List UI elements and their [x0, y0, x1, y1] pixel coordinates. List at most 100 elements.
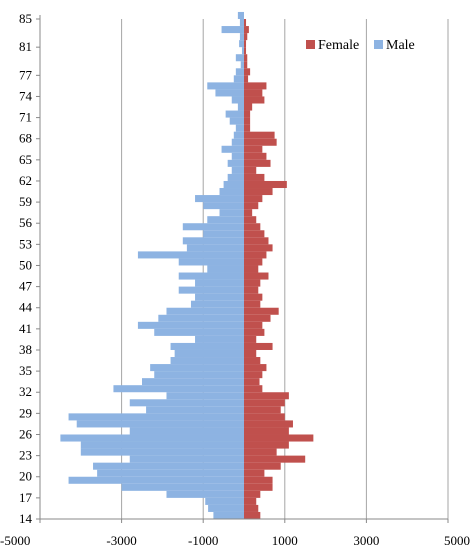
male-bar-age-80 — [241, 47, 244, 55]
female-bar-age-61 — [244, 180, 287, 189]
male-bar-age-14 — [213, 511, 244, 519]
male-bar-age-63 — [231, 166, 244, 174]
y-tick-label-77: 77 — [19, 67, 33, 82]
female-bar-age-25 — [244, 434, 314, 442]
female-bar-age-44 — [244, 300, 261, 308]
female-bar-age-18 — [244, 483, 273, 491]
female-bar-age-63 — [244, 166, 257, 174]
male-bar-age-56 — [207, 216, 244, 224]
male-bar-age-76 — [233, 75, 244, 83]
female-bar-age-46 — [244, 286, 259, 294]
female-bar-age-76 — [244, 75, 249, 83]
y-tick-label-74: 74 — [19, 88, 33, 103]
male-bar-age-75 — [207, 82, 244, 90]
y-tick-label-85: 85 — [19, 11, 32, 26]
female-bar-age-59 — [244, 195, 263, 203]
x-tick-labels: -5000 -3000 -1000 1000 3000 5000 — [0, 519, 470, 548]
female-bar-age-19 — [244, 476, 273, 484]
male-bar-age-28 — [68, 413, 244, 421]
female-bar-age-75 — [244, 82, 267, 90]
male-bar-age-59 — [195, 195, 244, 203]
male-bar-age-51 — [137, 251, 244, 259]
y-tick-label-44: 44 — [19, 300, 33, 315]
male-bar-age-23 — [80, 448, 244, 456]
female-bar-age-49 — [244, 265, 259, 273]
female-bar-age-32 — [244, 385, 263, 393]
female-bar-age-36 — [244, 357, 261, 365]
female-bar-age-34 — [244, 371, 263, 379]
y-tick-label-53: 53 — [19, 236, 32, 251]
legend: Female Male — [306, 38, 415, 53]
female-bar-age-81 — [244, 40, 247, 48]
x-tick-label--3000: -3000 — [106, 533, 136, 548]
female-bars — [244, 19, 314, 519]
y-tick-label-68: 68 — [19, 131, 32, 146]
female-bar-age-20 — [244, 469, 265, 477]
male-bar-age-15 — [208, 504, 244, 512]
male-bar-age-21 — [93, 462, 244, 470]
female-bar-age-45 — [244, 293, 263, 301]
female-bar-age-15 — [244, 504, 259, 512]
female-bar-age-43 — [244, 307, 279, 315]
male-bar-age-38 — [170, 342, 244, 350]
male-bar-age-57 — [219, 209, 244, 217]
female-bar-age-40 — [244, 328, 265, 336]
male-bar-age-83 — [221, 26, 244, 34]
male-bar-age-73 — [231, 96, 244, 104]
male-bar-age-40 — [154, 328, 244, 336]
male-bar-age-71 — [225, 110, 244, 118]
male-bar-age-66 — [221, 145, 244, 153]
y-tick-label-35: 35 — [19, 363, 32, 378]
y-tick-label-81: 81 — [19, 39, 32, 54]
y-tick-label-41: 41 — [19, 321, 32, 336]
female-bar-age-65 — [244, 152, 267, 160]
male-bar-age-43 — [166, 307, 244, 315]
female-bar-age-31 — [244, 392, 289, 400]
male-bar-age-20 — [97, 469, 245, 477]
female-bar-age-53 — [244, 237, 269, 245]
female-bar-age-66 — [244, 145, 263, 153]
female-bar-age-84 — [244, 19, 247, 27]
y-tick-label-56: 56 — [19, 215, 33, 230]
male-bar-age-46 — [178, 286, 244, 294]
male-bar-age-19 — [68, 476, 244, 484]
female-bar-age-30 — [244, 399, 285, 407]
female-bar-age-33 — [244, 378, 260, 386]
female-bar-age-57 — [244, 209, 253, 217]
male-bar-age-34 — [154, 371, 244, 379]
female-bar-age-80 — [244, 47, 247, 55]
female-bar-age-41 — [244, 321, 263, 329]
x-tick-label-1000: 1000 — [272, 533, 298, 548]
male-bar-age-68 — [233, 131, 244, 139]
female-bar-age-42 — [244, 314, 271, 322]
male-bar-age-74 — [215, 89, 244, 97]
male-bar-age-54 — [203, 230, 244, 238]
female-bar-age-58 — [244, 202, 259, 210]
female-bar-age-83 — [244, 26, 249, 34]
female-bar-age-28 — [244, 413, 285, 421]
male-bar-age-78 — [240, 61, 244, 69]
legend-female-label: Female — [318, 38, 359, 53]
y-tick-label-50: 50 — [19, 257, 32, 272]
y-tick-labels: 14 17 20 23 26 29 32 35 38 41 44 47 50 53 56 59 62 65 68 71… — [19, 11, 40, 526]
male-bar-age-16 — [205, 497, 244, 505]
male-bar-age-48 — [178, 272, 244, 280]
male-bar-age-62 — [227, 173, 244, 181]
y-tick-label-62: 62 — [19, 173, 32, 188]
male-bar-age-72 — [237, 103, 244, 111]
female-bar-age-60 — [244, 188, 273, 196]
male-bar-age-53 — [182, 237, 244, 245]
y-tick-label-47: 47 — [19, 279, 33, 294]
male-bar-age-32 — [113, 385, 244, 393]
female-bar-age-55 — [244, 223, 261, 231]
female-bar-age-14 — [244, 511, 261, 519]
y-tick-label-20: 20 — [19, 469, 32, 484]
y-tick-label-14: 14 — [19, 511, 33, 526]
male-bar-age-18 — [121, 483, 244, 491]
female-bar-age-50 — [244, 258, 263, 266]
female-bar-age-22 — [244, 455, 306, 463]
female-bar-age-71 — [244, 110, 251, 118]
y-tick-label-32: 32 — [19, 384, 32, 399]
male-bar-age-52 — [186, 244, 244, 252]
